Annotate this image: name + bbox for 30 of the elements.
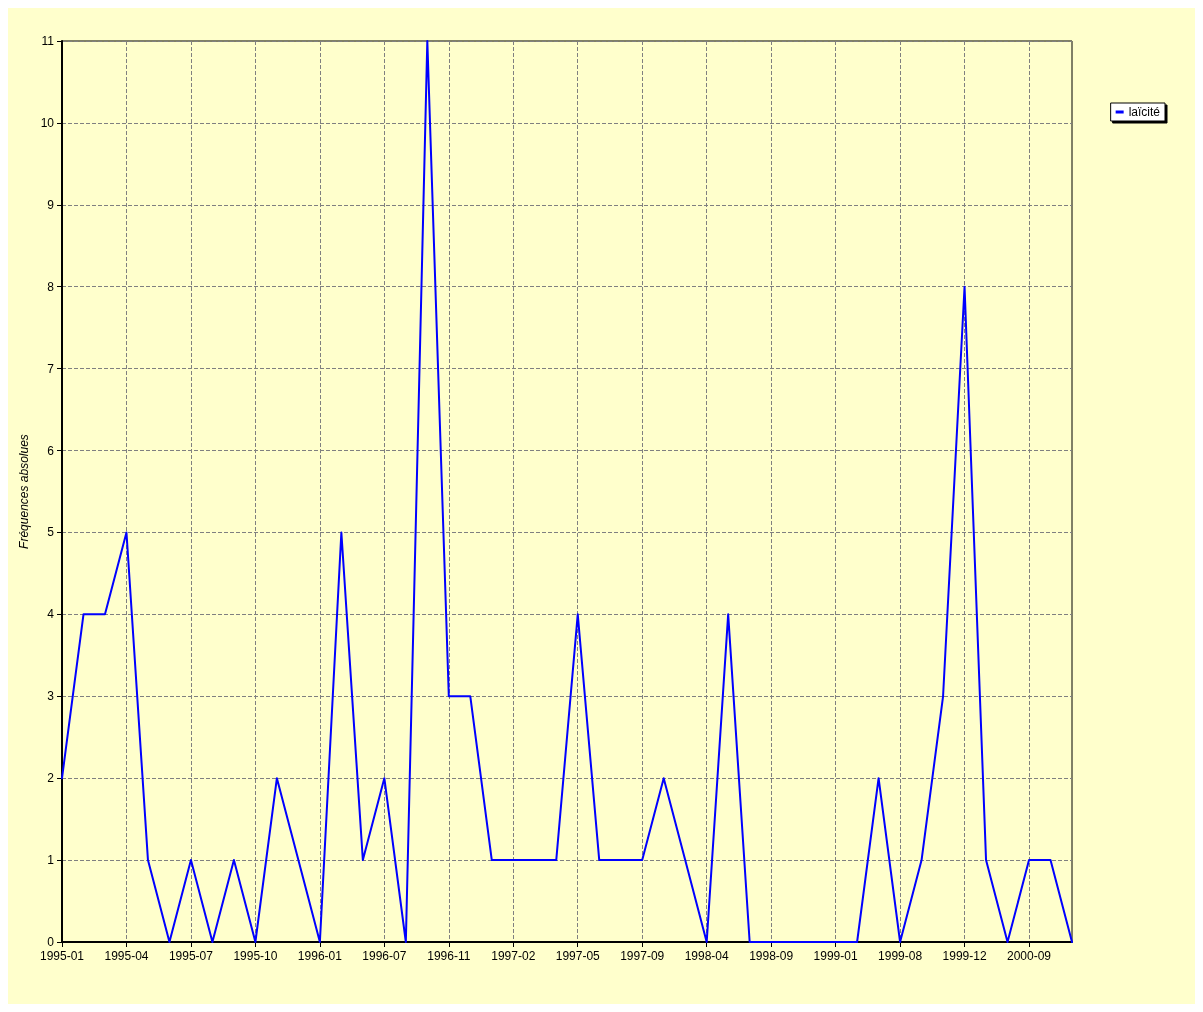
y-tick-label: 9 xyxy=(47,197,55,212)
y-tick-label: 11 xyxy=(41,34,55,48)
y-tick-label: 2 xyxy=(47,771,55,786)
x-tick-label: 1997-02 xyxy=(491,949,536,963)
x-tick-label: 1996-07 xyxy=(362,949,407,963)
x-tick-label: 1995-01 xyxy=(39,949,85,963)
y-tick-label: 0 xyxy=(47,935,55,949)
y-tick-label: 8 xyxy=(47,279,55,294)
x-tick-label: 1996-01 xyxy=(297,949,343,963)
x-tick-label: 1999-12 xyxy=(942,949,987,963)
x-tick-label: 1998-09 xyxy=(749,949,794,963)
x-tick-label: 1998-04 xyxy=(684,949,730,963)
x-tick-label: 1995-04 xyxy=(104,949,149,963)
x-tick-label: 1999-01 xyxy=(813,949,858,963)
x-tick-label: 2000-09 xyxy=(1007,949,1052,963)
y-tick-label: 5 xyxy=(47,525,55,540)
y-tick-label: 4 xyxy=(47,607,55,622)
x-tick-label: 1996-11 xyxy=(427,949,471,963)
y-tick-label: 10 xyxy=(40,115,55,130)
y-tick-label: 7 xyxy=(47,361,55,376)
x-tick-label: 1997-09 xyxy=(620,949,665,963)
x-tick-label: 1995-10 xyxy=(233,949,278,963)
y-tick-label: 3 xyxy=(47,689,55,704)
x-tick-label: 1999-08 xyxy=(878,949,923,963)
x-tick-label: 1995-07 xyxy=(168,949,214,963)
legend-label: laïcité xyxy=(1128,105,1161,119)
y-tick-label: 6 xyxy=(47,443,55,458)
y-axis-title: Fréquences absolues xyxy=(16,434,31,549)
y-tick-label: 1 xyxy=(47,853,55,868)
x-tick-label: 1997-05 xyxy=(555,949,601,963)
